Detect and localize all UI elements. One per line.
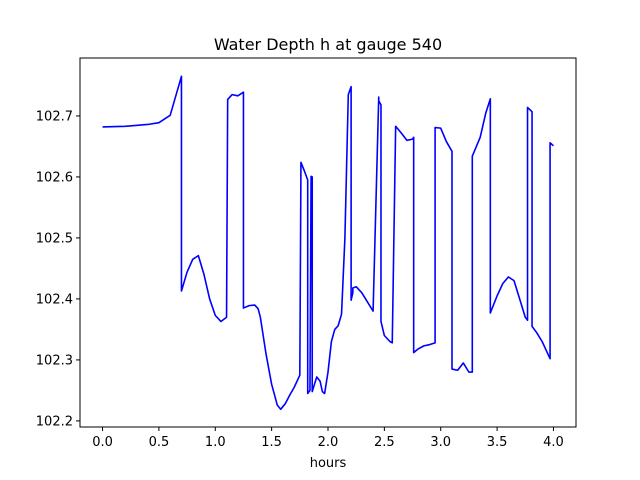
y-tick-label: 102.5 — [36, 231, 73, 246]
series-line-0 — [102, 75, 554, 411]
y-tick-label: 102.4 — [36, 292, 73, 307]
y-axis: 102.2 102.3 102.4 102.5 102.6 102.7 — [36, 109, 80, 429]
x-tick-label: 0.0 — [92, 435, 113, 450]
x-axis-label: hours — [310, 456, 347, 471]
x-tick-label: 4.0 — [543, 435, 564, 450]
y-tick-label: 102.3 — [36, 353, 73, 368]
x-tick-label: 2.5 — [374, 435, 395, 450]
chart-title: Water Depth h at gauge 540 — [214, 35, 442, 54]
plot-area — [102, 75, 554, 411]
x-axis: 0.0 0.5 1.0 1.5 2.0 2.5 3.0 3.5 4.0 — [92, 427, 564, 450]
x-tick-label: 3.5 — [487, 435, 508, 450]
x-tick-label: 1.0 — [205, 435, 226, 450]
x-tick-label: 0.5 — [149, 435, 170, 450]
x-tick-label: 3.0 — [430, 435, 451, 450]
y-tick-label: 102.2 — [36, 414, 73, 429]
x-tick-label: 1.5 — [261, 435, 282, 450]
y-tick-label: 102.7 — [36, 109, 73, 124]
y-tick-label: 102.6 — [36, 170, 73, 185]
x-tick-label: 2.0 — [318, 435, 339, 450]
